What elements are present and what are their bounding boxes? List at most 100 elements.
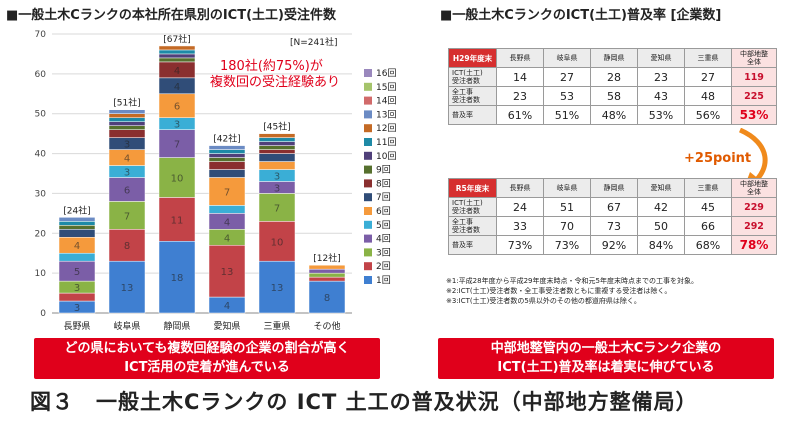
legend-swatch [364,124,372,133]
chubu-rate-cell: 53% [731,105,777,125]
legend-label: 14回 [376,96,396,107]
chubu-header: 中部地整 全体 [731,178,777,198]
chubu-header: 中部地整 全体 [731,48,777,68]
bar-segment [208,244,246,298]
conclusion-right: 中部地整管内の一般土木Cランク企業の ICT(土工)普及率は着実に伸びている [438,338,774,379]
bar-segment [108,260,146,314]
bar-total-label: [51社] [113,97,140,109]
legend-swatch [364,69,372,77]
segment-label: 6 [174,102,180,113]
segment-label: 10 [171,173,184,184]
table-cell: 67 [590,197,638,217]
segment-label: 3 [124,140,130,151]
row-label: ICT(土工) 受注者数 [448,197,497,217]
segment-label: 3 [274,183,280,194]
bar-segment [258,221,296,262]
legend-swatch [364,276,372,284]
bar-segment [258,260,296,314]
n-label: [N=241社] [290,36,337,48]
bar-segment [208,169,246,178]
col-header: 静岡県 [590,48,638,68]
table-cell: 53% [637,105,685,125]
legend-swatch [364,207,372,215]
row-label-line: 受注者数 [452,207,480,215]
y-tick-label: 60 [35,70,47,80]
table-cell: 27 [684,67,732,87]
table-year-label: R5年度末 [448,178,497,198]
bar-segment [108,121,146,126]
bar-segment [158,157,196,198]
segment-label: 8 [324,293,330,304]
y-tick-label: 50 [35,110,47,120]
bar-segment [308,272,346,278]
x-tick-label: 長野県 [63,321,90,332]
bar-segment [258,145,296,150]
chubu-cell: 292 [731,216,777,236]
legend-label: 1回 [376,275,391,286]
bar-total-label: [67社] [163,33,190,45]
chubu-header-line: 全体 [747,188,761,196]
y-tick-label: 20 [35,229,47,239]
table-cell: 53 [543,86,591,106]
row-label-line: ICT(土工) [452,199,483,207]
bar-segment [258,161,296,170]
bar-segment [308,264,346,270]
row-label: 全工事 受注者数 [448,216,497,236]
row-label: 普及率 [448,235,497,255]
chubu-cell: 229 [731,197,777,217]
conclusion-line: どの県においても複数回経験の企業の割合が高く [64,341,350,356]
bar-segment [158,49,196,55]
bar-segment [58,221,96,226]
legend-label: 15回 [376,82,396,93]
conclusion-line: 中部地整管内の一般土木Cランク企業の [490,341,722,356]
annotation-line: 180社(約75%)が [220,58,323,74]
bar-segment [58,292,96,302]
annotation-line: 複数回の受注経験あり [210,74,340,90]
bar-segment [58,217,96,222]
bar-segment [208,161,246,170]
y-tick-label: 30 [35,189,47,199]
conclusion-line: ICT活用の定着が進んでいる [124,360,290,375]
bar-segment [108,113,146,118]
figure-caption: 図３ 一般土木Cランクの ICT 土工の普及状況（中部地方整備局） [30,390,698,414]
row-label: ICT(土工) 受注者数 [448,67,497,87]
chubu-rate-cell: 78% [731,235,777,255]
bar-segment [108,201,146,230]
table-cell: 23 [637,67,685,87]
bar-segment [58,229,96,238]
footnote: ※2:ICT(土工)受注者数・全工事受注者数ともに重複する受注者は除く。 [446,287,672,295]
table-cell: 51 [543,197,591,217]
y-tick-label: 0 [40,309,46,319]
table-cell: 73% [496,235,544,255]
conclusion-line: ICT(土工)普及率は着実に伸びている [497,360,715,375]
segment-label: 4 [224,301,230,312]
legend-swatch [364,234,372,243]
table-cell: 33 [496,216,544,236]
row-label-line: ICT(土工) [452,69,483,77]
segment-label: 3 [274,171,280,182]
bar-segment [308,280,346,314]
segment-label: 13 [271,283,284,294]
row-label-line: 受注者数 [452,96,480,104]
row-label: 全工事 受注者数 [448,86,497,106]
bar-segment [208,149,246,154]
col-header: 愛知県 [637,178,685,198]
legend-swatch [364,220,372,229]
legend-swatch [364,96,372,105]
legend-swatch [364,82,372,91]
stacked-bar-chart: 0102030405060703354[24社]長野県13876343[51社]… [35,30,397,332]
col-header: 三重県 [684,48,732,68]
bar-segment [158,241,196,314]
x-tick-label: 三重県 [263,320,290,332]
legend-label: 7回 [376,192,391,203]
table-cell: 43 [637,86,685,106]
legend-label: 13回 [376,109,396,120]
segment-label: 7 [124,211,130,222]
legend-label: 11回 [376,137,396,148]
table-cell: 42 [637,197,685,217]
segment-label: 7 [274,203,280,214]
x-tick-label: 愛知県 [213,320,240,332]
table-cell: 51% [543,105,591,125]
bar-total-label: [45社] [263,121,290,133]
col-header: 長野県 [496,48,544,68]
